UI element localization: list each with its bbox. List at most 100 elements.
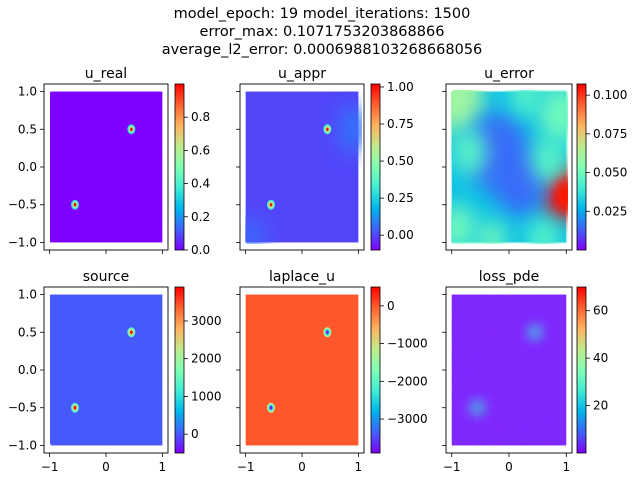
heatmap-field bbox=[50, 294, 163, 446]
error-region bbox=[527, 217, 560, 244]
colorbar-tick-label: 0.6 bbox=[191, 143, 210, 157]
field-spot bbox=[127, 124, 136, 135]
y-tick-label: 0.5 bbox=[18, 122, 37, 136]
colorbar-gradient bbox=[370, 286, 381, 454]
subplot-title: u_appr bbox=[278, 66, 326, 82]
x-tick-label: 0 bbox=[298, 460, 306, 474]
y-tick-label: −1.0 bbox=[8, 235, 37, 249]
subplot-title: source bbox=[83, 269, 130, 285]
error-region bbox=[451, 203, 476, 244]
heatmap-field bbox=[245, 294, 359, 446]
loss-spot bbox=[468, 398, 487, 417]
colorbar-tick-label: 0.0 bbox=[191, 243, 210, 257]
spot-core bbox=[73, 405, 77, 410]
colorbar-tick-label: 0.2 bbox=[191, 210, 210, 224]
colorbar-tick-label: 0.00 bbox=[387, 228, 414, 242]
colorbar-tick-label: 0 bbox=[387, 299, 395, 313]
colorbar-tick-label: 0.25 bbox=[387, 191, 414, 205]
colorbar: 60 40 20 bbox=[576, 286, 608, 454]
error-region bbox=[531, 136, 568, 183]
y-tick-label: −0.5 bbox=[8, 198, 37, 212]
spot-core bbox=[130, 330, 133, 335]
colorbar-gradient bbox=[370, 83, 381, 251]
error-region bbox=[451, 128, 487, 176]
spot-core bbox=[269, 405, 273, 410]
heatmap-field bbox=[245, 91, 362, 244]
x-tick-label: −1 bbox=[41, 460, 59, 474]
colorbar-tick-label: 0.075 bbox=[593, 127, 627, 141]
heatmap-background bbox=[50, 91, 163, 243]
colorbar-tick-label: 0.8 bbox=[191, 110, 210, 124]
spot-core bbox=[130, 127, 133, 132]
spot-core bbox=[326, 127, 329, 132]
colorbar-tick-label: 20 bbox=[593, 399, 608, 413]
y-tick-label: 1.0 bbox=[18, 288, 37, 302]
y-tick-label: 0.5 bbox=[18, 325, 37, 339]
field-spot bbox=[323, 124, 332, 135]
colorbar-tick-label: 0.050 bbox=[593, 166, 627, 180]
subplot-title: u_error bbox=[484, 66, 534, 82]
approx-region bbox=[338, 105, 362, 154]
approx-region bbox=[245, 220, 266, 244]
y-tick-label: 0.0 bbox=[18, 363, 37, 377]
figure-title-line: error_max: 0.1071753203868866 bbox=[200, 24, 445, 40]
y-tick-label: 0.0 bbox=[18, 160, 37, 174]
colorbar-tick-label: 3000 bbox=[191, 314, 222, 328]
y-tick-label: −1.0 bbox=[8, 438, 37, 452]
noise-texture bbox=[451, 294, 567, 446]
x-tick-label: 1 bbox=[355, 460, 363, 474]
x-tick-label: 0 bbox=[102, 460, 110, 474]
field-spot bbox=[267, 199, 275, 210]
colorbar: 0.100 0.075 0.050 0.025 bbox=[576, 83, 627, 251]
heatmap-background bbox=[245, 294, 359, 446]
colorbar-tick-label: 0.100 bbox=[593, 88, 627, 102]
figure-title-line: model_epoch: 19 model_iterations: 1500 bbox=[174, 6, 471, 22]
y-tick-label: −0.5 bbox=[8, 401, 37, 415]
field-spot bbox=[71, 199, 79, 210]
subplot-u_error: u_error 0.100 0.075 0.050 0.025 bbox=[442, 66, 627, 254]
colorbar-tick-label: 40 bbox=[593, 351, 608, 365]
y-tick-label: 1.0 bbox=[18, 85, 37, 99]
subplot-title: loss_pde bbox=[479, 269, 539, 285]
heatmap-field bbox=[50, 91, 163, 243]
colorbar-tick-label: −1000 bbox=[387, 337, 428, 351]
heatmap-background bbox=[245, 91, 359, 243]
error-region bbox=[477, 220, 506, 244]
colorbar-gradient bbox=[576, 286, 587, 454]
heatmap-field bbox=[451, 294, 567, 446]
loss-spot bbox=[525, 323, 544, 342]
heatmap-field bbox=[451, 90, 568, 244]
error-region bbox=[451, 90, 484, 133]
colorbar: 3000 2000 1000 0 bbox=[174, 286, 222, 454]
x-tick-label: 1 bbox=[159, 460, 167, 474]
colorbar-tick-label: 0.75 bbox=[387, 117, 414, 131]
colorbar: 0.0 0.2 0.4 0.6 0.8 bbox=[174, 83, 210, 257]
field-spot bbox=[71, 402, 79, 413]
colorbar-tick-label: 0.50 bbox=[387, 154, 414, 168]
subplot-u_real: u_real 1.0 0.5 0.0 −0.5 −1.0 0.0 0.2 0.4 0.6 0.8 bbox=[8, 66, 210, 257]
subplot-laplace_u: laplace_u −1 0 1 0 −1000 −2000 −3000 bbox=[236, 269, 428, 474]
colorbar: 0 −1000 −2000 −3000 bbox=[370, 286, 428, 454]
colorbar-tick-label: 1000 bbox=[191, 389, 222, 403]
field-spot bbox=[267, 402, 275, 413]
colorbar-tick-label: −3000 bbox=[387, 412, 428, 426]
spot-core bbox=[326, 330, 329, 335]
spot-core bbox=[73, 202, 77, 207]
subplot-grid: u_real1.00.50.0−0.5−1.00.00.20.40.60.8u_… bbox=[8, 66, 628, 474]
colorbar-tick-label: 0 bbox=[191, 427, 199, 441]
error-region bbox=[538, 90, 568, 143]
field-spot bbox=[127, 327, 136, 338]
x-tick-label: −1 bbox=[237, 460, 255, 474]
colorbar-tick-label: 1.00 bbox=[387, 80, 414, 94]
figure-title-line: average_l2_error: 0.0006988103268668056 bbox=[162, 42, 483, 58]
x-tick-label: −1 bbox=[443, 460, 461, 474]
subplot-title: laplace_u bbox=[269, 269, 335, 285]
colorbar: 1.00 0.75 0.50 0.25 0.00 bbox=[370, 80, 414, 251]
x-tick-label: 0 bbox=[505, 460, 513, 474]
field-spot bbox=[323, 327, 332, 338]
colorbar-gradient bbox=[174, 286, 185, 454]
colorbar-tick-label: −2000 bbox=[387, 374, 428, 388]
spot-core bbox=[269, 202, 273, 207]
error-hotspot bbox=[557, 181, 568, 210]
